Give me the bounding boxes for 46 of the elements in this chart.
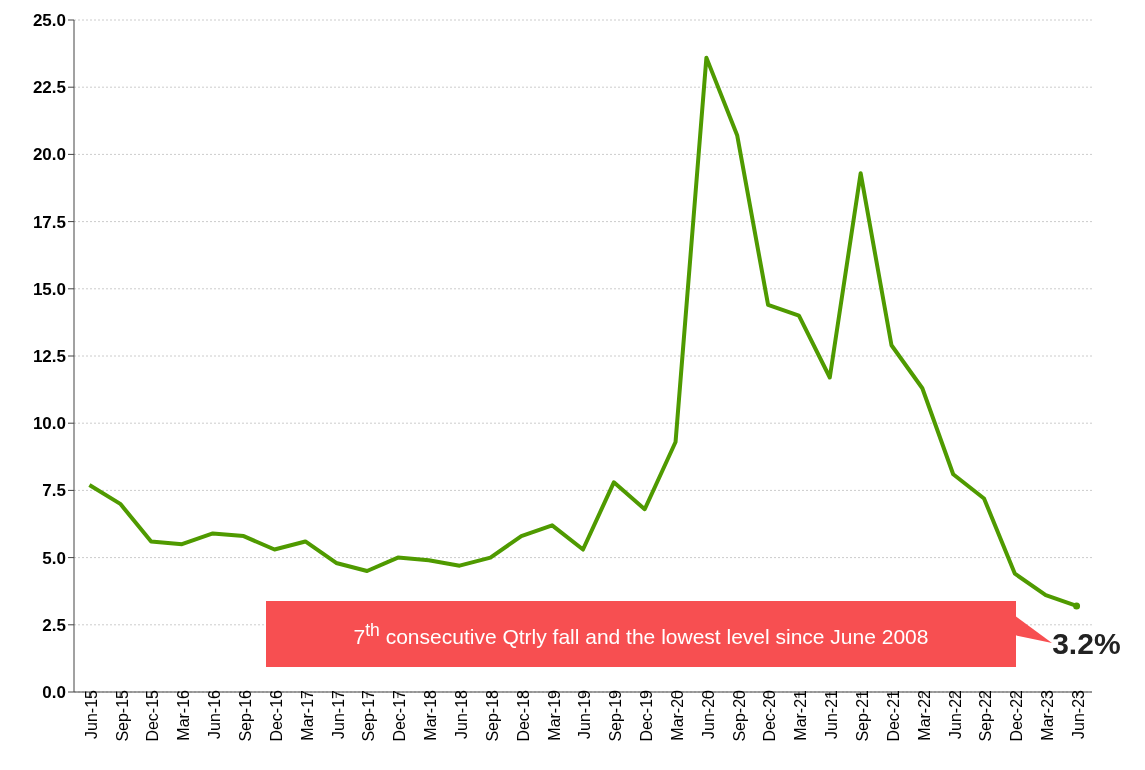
y-tick-label: 12.5	[32, 347, 66, 367]
y-tick-label: 22.5	[32, 78, 66, 98]
x-tick-label: Mar-17	[298, 689, 316, 741]
x-tick-label: Mar-23	[1039, 689, 1057, 741]
x-tick-label: Jun-18	[452, 689, 470, 739]
x-tick-label: Jun-20	[699, 689, 717, 739]
x-tick-label: Dec-19	[638, 689, 656, 742]
y-tick-label: 17.5	[32, 212, 66, 232]
y-tick-label: 20.0	[32, 145, 66, 165]
y-tick-label: 25.0	[32, 11, 66, 31]
x-tick-label: Jun-22	[946, 689, 964, 739]
x-tick-label: Sep-21	[854, 689, 871, 742]
y-tick-label: 7.5	[42, 481, 66, 501]
y-tick-label: 2.5	[42, 615, 66, 635]
y-tick-label: 0.0	[42, 683, 66, 703]
annotation: 7$^{th}$ consecutive Qtrly fall and the lowest level since June 2008	[353, 619, 929, 649]
x-tick-label: Sep-16	[237, 689, 255, 742]
x-tick-label: Sep-19	[607, 689, 625, 742]
x-tick-label: Jun-21	[823, 689, 841, 739]
x-tick-label: Jun-19	[576, 689, 594, 739]
x-tick-label: Jun-17	[329, 689, 347, 739]
x-tick-label: Sep-17	[360, 689, 378, 742]
x-tick-label: Mar-22	[915, 689, 933, 741]
x-tick-label: Jun-16	[206, 689, 224, 739]
x-tick-label: Mar-16	[175, 689, 193, 741]
x-tick-label: Jun-23	[1069, 689, 1087, 739]
x-tick-label: Jun-15	[82, 689, 100, 739]
x-tick-label: Mar-18	[422, 689, 440, 741]
x-tick-label: Sep-22	[977, 689, 995, 742]
data-label: 3.2%	[1052, 626, 1121, 660]
y-tick-label: 15.0	[32, 279, 66, 299]
x-tick-label: Sep-20	[730, 689, 748, 742]
x-tick-label: Mar-21	[792, 689, 810, 741]
x-tick-label: Dec-21	[884, 689, 902, 742]
y-tick-label: 10.0	[32, 414, 66, 434]
x-tick-label: Sep-15	[113, 689, 131, 742]
y-tick-label: 5.0	[42, 548, 66, 568]
x-tick-label: Sep-18	[483, 689, 501, 742]
x-tick-label: Dec-15	[144, 689, 162, 742]
x-tick-label: Dec-17	[391, 689, 409, 742]
x-tick-label: Dec-16	[267, 689, 285, 742]
x-tick-label: Mar-20	[668, 689, 686, 741]
x-tick-label: Dec-22	[1008, 689, 1026, 742]
x-tick-label: Mar-19	[545, 689, 563, 741]
x-tick-label: Dec-18	[514, 689, 532, 742]
x-tick-label: Dec-20	[761, 689, 779, 742]
